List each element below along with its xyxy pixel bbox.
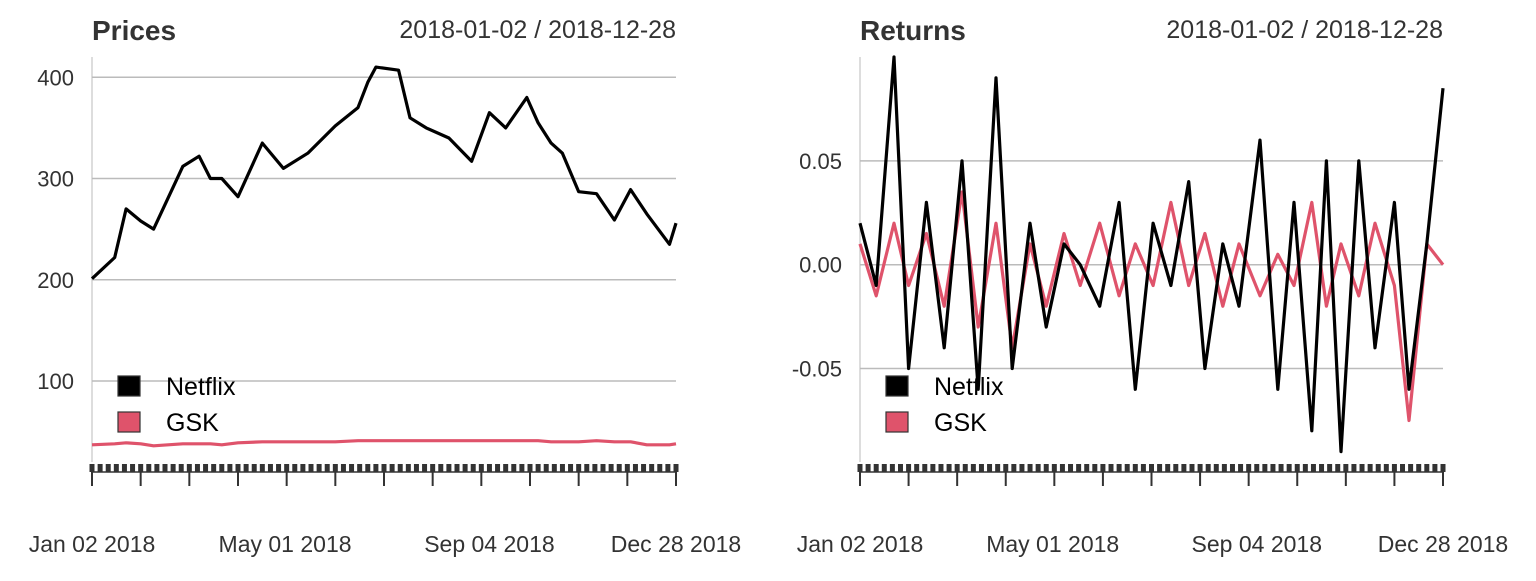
- x-tick-label: Jan 02 2018: [29, 531, 156, 557]
- y-tick-label: 100: [37, 369, 74, 394]
- x-tick-label: Dec 28 2018: [1378, 531, 1508, 557]
- series-line-gsk: [91, 439, 677, 448]
- y-tick-label: 300: [37, 167, 74, 192]
- date-range-label: 2018-01-02 / 2018-12-28: [1166, 16, 1443, 44]
- y-tick-label: 200: [37, 268, 74, 293]
- x-tick-label: Jan 02 2018: [797, 531, 924, 557]
- legend-swatch-gsk: [117, 411, 141, 433]
- chart-title: Returns: [860, 15, 966, 46]
- series-line-netflix: [90, 65, 678, 280]
- y-tick-label: 0.05: [799, 149, 842, 174]
- date-range-label: 2018-01-02 / 2018-12-28: [399, 16, 676, 44]
- legend-swatch-gsk: [885, 411, 909, 433]
- panel-returns: Returns 2018-01-02 / 2018-12-28 -0.05 0.00 0…: [792, 15, 1508, 557]
- y-tick-label: -0.05: [792, 357, 842, 382]
- x-tick-label: May 01 2018: [219, 531, 352, 557]
- legend-label-netflix: Netflix: [934, 373, 1004, 401]
- series-line-netflix: [858, 55, 1445, 454]
- legend-swatch-netflix: [885, 375, 909, 397]
- chart-title: Prices: [92, 15, 176, 46]
- y-tick-label: 400: [37, 65, 74, 90]
- legend-label-gsk: GSK: [934, 409, 987, 437]
- x-tick-label: Sep 04 2018: [1192, 531, 1322, 557]
- x-tick-label: Dec 28 2018: [611, 531, 741, 557]
- legend-label-netflix: Netflix: [166, 373, 236, 401]
- y-tick-label: 0.00: [799, 253, 842, 278]
- x-tick-label: May 01 2018: [986, 531, 1119, 557]
- legend-label-gsk: GSK: [166, 409, 219, 437]
- x-tick-label: Sep 04 2018: [424, 531, 554, 557]
- panel-prices: Prices 2018-01-02 / 2018-12-28 100 200 300 40…: [29, 15, 742, 557]
- legend-swatch-netflix: [117, 375, 141, 397]
